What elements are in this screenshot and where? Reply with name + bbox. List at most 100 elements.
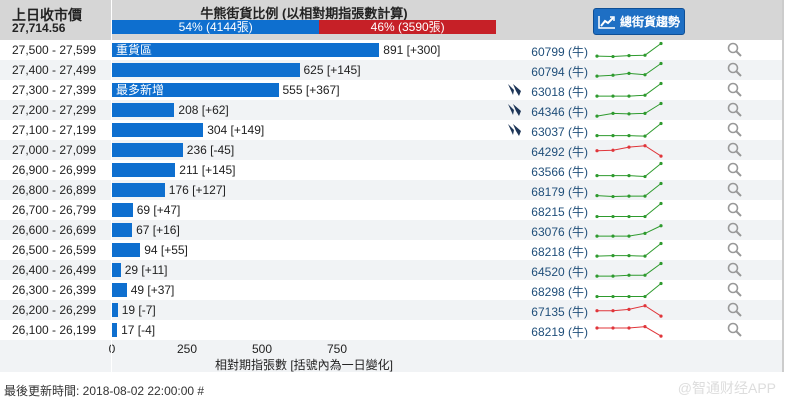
trend-point: [595, 294, 599, 299]
bar-value-label: 69 [+47]: [136, 203, 181, 217]
bar-tag: 重貨區: [116, 43, 153, 57]
table-row: 26,900 - 26,999 211 [+145] 63566 (牛): [0, 160, 782, 180]
cbbc-code-link[interactable]: 67135 (牛): [531, 305, 588, 319]
x-tick-label: 500: [251, 342, 273, 356]
cbbc-code-link[interactable]: 63037 (牛): [531, 125, 588, 139]
trend-point: [611, 174, 615, 178]
search-icon[interactable]: [727, 142, 743, 158]
trend-point: [611, 309, 615, 313]
cbbc-code-link[interactable]: 60794 (牛): [531, 65, 588, 79]
bar[interactable]: [112, 263, 121, 277]
bar-value-label: 67 [+16]: [136, 223, 180, 237]
search-icon[interactable]: [727, 162, 743, 178]
bar-value-label: 891 [+300]: [383, 43, 441, 57]
bar[interactable]: [112, 143, 183, 157]
trend-point: [611, 294, 615, 299]
cbbc-code-link[interactable]: 60799 (牛): [531, 45, 588, 59]
bar[interactable]: 最多新增: [112, 83, 279, 97]
table-row: 26,500 - 26,599 94 [+55] 68218 (牛): [0, 240, 782, 260]
bar[interactable]: [112, 123, 204, 137]
table-row: 26,600 - 26,699 67 [+16] 63076 (牛): [0, 220, 782, 240]
trend-point: [627, 234, 631, 238]
bar-value-label: 19 [-7]: [121, 303, 156, 317]
cbbc-code-link[interactable]: 63076 (牛): [531, 225, 588, 239]
bar-value-label: 49 [+37]: [130, 283, 175, 297]
trend-sparkline: [595, 261, 663, 278]
search-icon[interactable]: [727, 282, 743, 298]
search-icon[interactable]: [727, 322, 743, 338]
cbbc-code-link[interactable]: 64346 (牛): [531, 105, 588, 119]
table-row: 26,300 - 26,399 49 [+37] 68298 (牛): [0, 280, 782, 300]
cbbc-issuer-icon: [508, 84, 521, 96]
search-icon[interactable]: [727, 182, 743, 198]
trend-point: [643, 294, 647, 299]
trend-point: [611, 148, 615, 152]
trend-point: [595, 214, 599, 219]
bull-bear-ratio-bar: 54% (4144張) 46% (3590張): [112, 20, 496, 34]
table-row: 27,000 - 27,099 236 [-45] 64292 (牛): [0, 140, 782, 160]
bar[interactable]: 重貨區: [112, 43, 380, 57]
bar[interactable]: [112, 283, 127, 297]
cbbc-code-link[interactable]: 68215 (牛): [531, 205, 588, 219]
trend-point: [595, 326, 599, 330]
cbbc-code-link[interactable]: 64292 (牛): [531, 145, 588, 159]
trend-point: [659, 81, 663, 86]
price-range: 27,200 - 27,299: [12, 103, 97, 117]
search-icon[interactable]: [727, 302, 743, 318]
cbbc-code-link[interactable]: 68298 (牛): [531, 285, 588, 299]
bar[interactable]: [112, 323, 118, 337]
search-icon[interactable]: [727, 62, 743, 78]
price-range: 26,300 - 26,399: [12, 283, 97, 297]
search-icon[interactable]: [727, 122, 743, 138]
cbbc-issuer-icon: [508, 124, 521, 136]
table-row: 26,800 - 26,899 176 [+127] 68179 (牛): [0, 180, 782, 200]
bar[interactable]: [112, 183, 165, 197]
cbbc-code-link[interactable]: 68219 (牛): [531, 325, 588, 339]
cbbc-code-link[interactable]: 63018 (牛): [531, 85, 588, 99]
trend-point: [611, 194, 615, 199]
trend-sparkline: [595, 241, 663, 258]
price-range: 26,700 - 26,799: [12, 203, 97, 217]
bar-value-label: 29 [+11]: [124, 263, 168, 277]
cbbc-code-link[interactable]: 68179 (牛): [531, 185, 588, 199]
trend-point: [627, 54, 631, 58]
search-icon[interactable]: [727, 202, 743, 218]
trend-point: [627, 194, 631, 198]
search-icon[interactable]: [727, 242, 743, 258]
search-icon[interactable]: [727, 262, 743, 278]
bar[interactable]: [112, 103, 175, 117]
search-icon[interactable]: [727, 102, 743, 118]
bar-value-label: 211 [+145]: [179, 163, 236, 177]
table-row: 27,200 - 27,299 208 [+62] 64346 (牛): [0, 100, 782, 120]
cbbc-code-link[interactable]: 64520 (牛): [531, 265, 588, 279]
trend-sparkline: [595, 201, 663, 219]
price-range: 27,000 - 27,099: [12, 143, 97, 157]
trend-point: [627, 112, 631, 116]
search-icon[interactable]: [727, 42, 743, 58]
search-icon[interactable]: [727, 222, 743, 238]
bear-segment: 46% (3590張): [319, 20, 496, 34]
bar[interactable]: [112, 243, 141, 257]
trend-point: [611, 214, 615, 219]
trend-point: [659, 281, 663, 286]
x-axis: 0 250 500 750 相對期指張數 [括號內為一日變化]: [0, 340, 782, 372]
bar[interactable]: [112, 163, 176, 177]
bar[interactable]: [112, 223, 133, 237]
table-row: 26,200 - 26,299 19 [-7] 67135 (牛): [0, 300, 782, 320]
price-range: 26,900 - 26,999: [12, 163, 97, 177]
cbbc-code-link[interactable]: 68218 (牛): [531, 245, 588, 259]
scrollbar-border: [782, 0, 784, 372]
total-trend-button[interactable]: 總街貨趨勢: [593, 8, 685, 35]
trend-point: [595, 149, 599, 153]
trend-point: [627, 254, 631, 258]
bar[interactable]: [112, 303, 118, 317]
price-range: 27,500 - 27,599: [12, 43, 97, 57]
bar[interactable]: [112, 63, 300, 77]
x-tick-label: 750: [326, 342, 348, 356]
trend-point: [595, 274, 599, 278]
search-icon[interactable]: [727, 82, 743, 98]
trend-sparkline: [595, 224, 663, 238]
x-axis-label: 相對期指張數 [括號內為一日變化]: [214, 358, 393, 372]
cbbc-code-link[interactable]: 63566 (牛): [531, 165, 588, 179]
bar[interactable]: [112, 203, 133, 217]
